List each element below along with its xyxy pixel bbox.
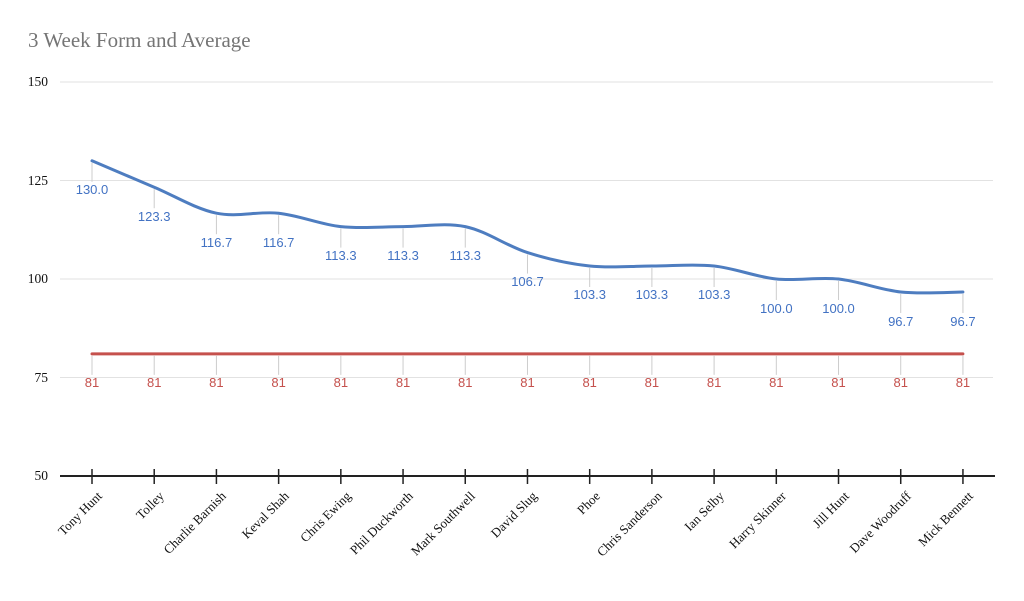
chart-title: 3 Week Form and Average [28,28,251,52]
point-label-series-1: 106.7 [511,274,544,290]
point-label-series-1: 96.7 [950,313,976,329]
point-label-series-2: 81 [209,375,224,391]
point-label-series-2: 81 [769,375,784,391]
point-label-series-1: 96.7 [888,313,914,329]
point-label-series-2: 81 [831,375,846,391]
point-label-series-2: 81 [893,375,908,391]
point-label-series-1: 116.7 [200,234,233,250]
y-axis-label: 150 [27,74,48,89]
point-label-series-1: 100.0 [822,300,855,316]
point-label-series-1: 116.7 [262,234,295,250]
y-axis-label: 50 [34,468,49,483]
point-label-series-2: 81 [395,375,411,391]
y-axis-label: 125 [27,172,48,188]
point-label-series-1: 100.0 [760,300,793,316]
point-label-series-2: 81 [582,375,597,391]
y-axis-label: 75 [34,369,49,385]
point-label-series-2: 81 [84,375,100,391]
series-1-line [90,159,965,295]
point-label-series-2: 81 [644,375,660,391]
point-label-series-1: 103.3 [635,287,669,303]
point-label-series-2: 81 [271,375,286,391]
y-axis-label: 100 [27,271,48,286]
point-label-series-1: 113.3 [387,248,419,264]
point-label-series-2: 81 [706,375,722,391]
point-label-series-1: 123.3 [137,208,171,224]
point-label-series-2: 81 [955,375,971,391]
point-label-series-2: 81 [146,375,162,391]
point-label-series-2: 81 [333,375,349,391]
point-label-series-1: 113.3 [449,248,482,264]
point-label-series-1: 113.3 [325,248,357,264]
point-label-series-1: 103.3 [697,287,731,303]
point-label-series-1: 130.0 [75,182,109,198]
point-label-series-2: 81 [458,375,473,391]
point-label-series-2: 81 [520,375,535,391]
point-label-series-1: 103.3 [573,287,606,303]
